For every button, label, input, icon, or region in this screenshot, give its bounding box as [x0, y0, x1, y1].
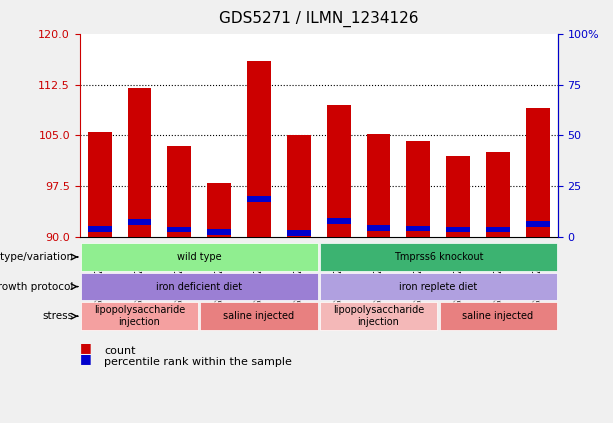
Text: Tmprss6 knockout: Tmprss6 knockout [394, 252, 483, 262]
Bar [88, 132, 112, 237]
Bar [167, 227, 191, 232]
Bar [327, 105, 351, 237]
Bar [367, 134, 390, 237]
Title: GDS5271 / ILMN_1234126: GDS5271 / ILMN_1234126 [219, 11, 419, 27]
Text: iron deficient diet: iron deficient diet [156, 282, 242, 291]
Text: count: count [104, 346, 135, 356]
Text: growth protocol: growth protocol [0, 282, 74, 291]
Bar [367, 225, 390, 231]
Text: genotype/variation: genotype/variation [0, 252, 74, 262]
Bar [406, 225, 430, 231]
Bar [526, 221, 550, 227]
Text: ■: ■ [80, 341, 91, 354]
Bar [327, 218, 351, 224]
Text: saline injected: saline injected [462, 311, 534, 321]
Text: iron replete diet: iron replete diet [399, 282, 478, 291]
Text: lipopolysaccharide
injection: lipopolysaccharide injection [94, 305, 185, 327]
Bar [406, 141, 430, 237]
Bar [128, 219, 151, 225]
Bar [207, 229, 231, 235]
Bar [247, 196, 271, 202]
Bar [526, 108, 550, 237]
Bar [287, 230, 311, 236]
Text: ■: ■ [80, 352, 91, 365]
Text: percentile rank within the sample: percentile rank within the sample [104, 357, 292, 367]
Bar [128, 88, 151, 237]
Bar [287, 135, 311, 237]
Bar [167, 146, 191, 237]
Bar [207, 183, 231, 237]
Bar [446, 156, 470, 237]
Text: saline injected: saline injected [223, 311, 295, 321]
Bar [486, 152, 510, 237]
Text: lipopolysaccharide
injection: lipopolysaccharide injection [333, 305, 424, 327]
Bar [486, 227, 510, 232]
Bar [247, 61, 271, 237]
Bar [88, 226, 112, 232]
Text: stress: stress [42, 311, 74, 321]
Bar [446, 227, 470, 232]
Text: wild type: wild type [177, 252, 221, 262]
